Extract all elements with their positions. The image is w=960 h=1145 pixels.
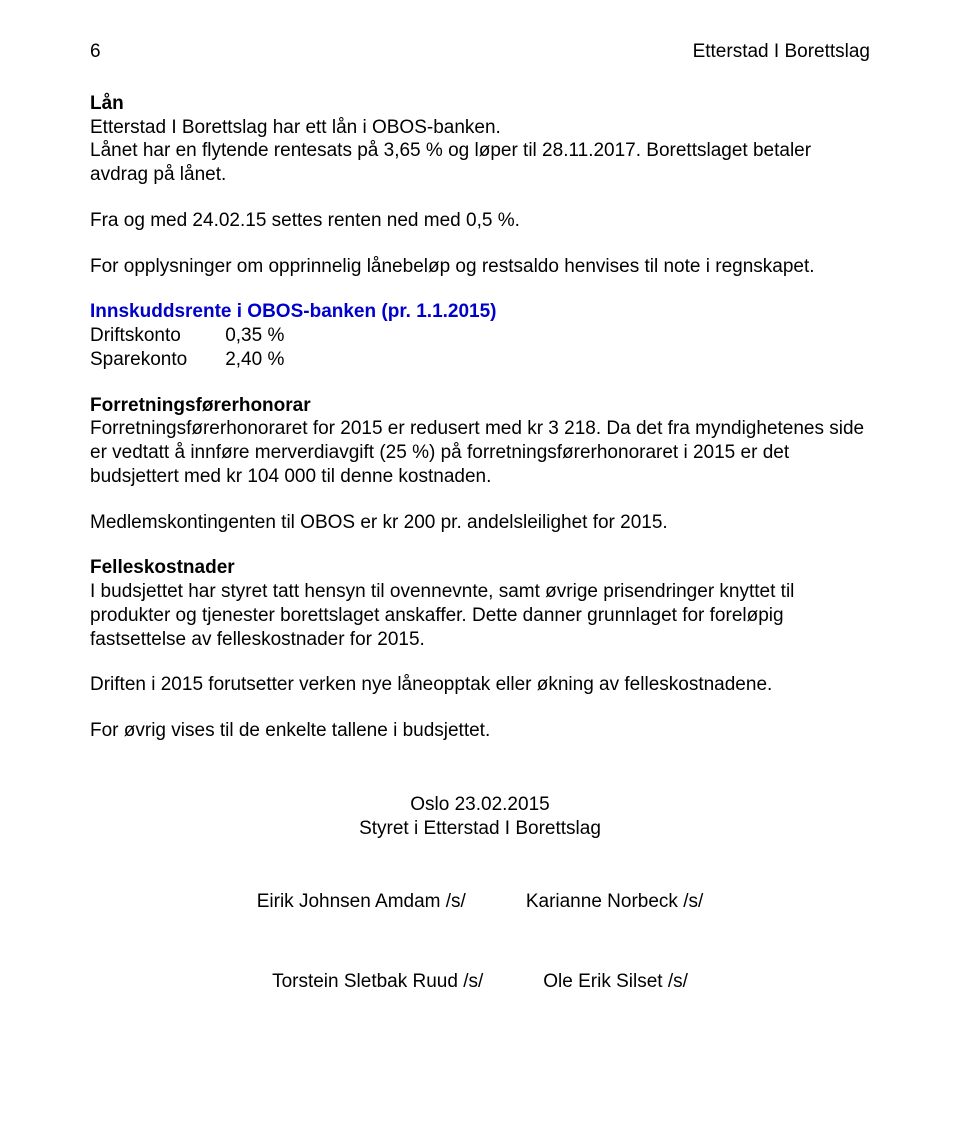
rate-label: Driftskonto bbox=[90, 324, 225, 348]
org-name: Etterstad I Borettslag bbox=[693, 40, 870, 64]
loan-reference: For opplysninger om opprinnelig lånebelø… bbox=[90, 255, 870, 279]
rate-value: 2,40 % bbox=[225, 348, 284, 372]
signer-name: Ole Erik Silset /s/ bbox=[543, 970, 688, 994]
page-header: 6 Etterstad I Borettslag bbox=[90, 40, 870, 64]
signer-name: Karianne Norbeck /s/ bbox=[526, 890, 703, 914]
rate-value: 0,35 % bbox=[225, 324, 284, 348]
common-costs-text-1: I budsjettet har styret tatt hensyn til … bbox=[90, 580, 870, 651]
loan-rate-change: Fra og med 24.02.15 settes renten ned me… bbox=[90, 209, 870, 233]
deposit-rate-section: Innskuddsrente i OBOS-banken (pr. 1.1.20… bbox=[90, 300, 870, 371]
signoff-block: Oslo 23.02.2015 Styret i Etterstad I Bor… bbox=[90, 793, 870, 841]
membership-section: Medlemskontingenten til OBOS er kr 200 p… bbox=[90, 511, 870, 535]
operations-note: Driften i 2015 forutsetter verken nye lå… bbox=[90, 673, 870, 697]
page-number: 6 bbox=[90, 40, 101, 64]
common-costs-heading: Felleskostnader bbox=[90, 556, 870, 580]
table-row: Driftskonto 0,35 % bbox=[90, 324, 284, 348]
loan-text-1: Etterstad I Borettslag har ett lån i OBO… bbox=[90, 116, 870, 140]
place-date: Oslo 23.02.2015 bbox=[90, 793, 870, 817]
manager-fee-heading: Forretningsførerhonorar bbox=[90, 394, 870, 418]
loan-text-3: Fra og med 24.02.15 settes renten ned me… bbox=[90, 209, 870, 233]
signatures-row-2: Torstein Sletbak Ruud /s/ Ole Erik Silse… bbox=[90, 970, 870, 994]
document-page: 6 Etterstad I Borettslag Lån Etterstad I… bbox=[0, 0, 960, 1145]
membership-text: Medlemskontingenten til OBOS er kr 200 p… bbox=[90, 511, 870, 535]
common-costs-text-2: Driften i 2015 forutsetter verken nye lå… bbox=[90, 673, 870, 697]
common-costs-text-3: For øvrig vises til de enkelte tallene i… bbox=[90, 719, 870, 743]
signatures-row-1: Eirik Johnsen Amdam /s/ Karianne Norbeck… bbox=[90, 890, 870, 914]
table-row: Sparekonto 2,40 % bbox=[90, 348, 284, 372]
board-line: Styret i Etterstad I Borettslag bbox=[90, 817, 870, 841]
loan-section: Lån Etterstad I Borettslag har ett lån i… bbox=[90, 92, 870, 187]
loan-text-4: For opplysninger om opprinnelig lånebelø… bbox=[90, 255, 870, 279]
manager-fee-text: Forretningsførerhonoraret for 2015 er re… bbox=[90, 417, 870, 488]
common-costs-section: Felleskostnader I budsjettet har styret … bbox=[90, 556, 870, 651]
manager-fee-section: Forretningsførerhonorar Forretningsfører… bbox=[90, 394, 870, 489]
budget-reference: For øvrig vises til de enkelte tallene i… bbox=[90, 719, 870, 743]
signer-name: Torstein Sletbak Ruud /s/ bbox=[272, 970, 483, 994]
loan-heading: Lån bbox=[90, 92, 870, 116]
deposit-rate-heading: Innskuddsrente i OBOS-banken (pr. 1.1.20… bbox=[90, 300, 870, 324]
loan-text-2: Lånet har en flytende rentesats på 3,65 … bbox=[90, 139, 870, 187]
rate-label: Sparekonto bbox=[90, 348, 225, 372]
deposit-rate-table: Driftskonto 0,35 % Sparekonto 2,40 % bbox=[90, 324, 284, 372]
signer-name: Eirik Johnsen Amdam /s/ bbox=[257, 890, 466, 914]
